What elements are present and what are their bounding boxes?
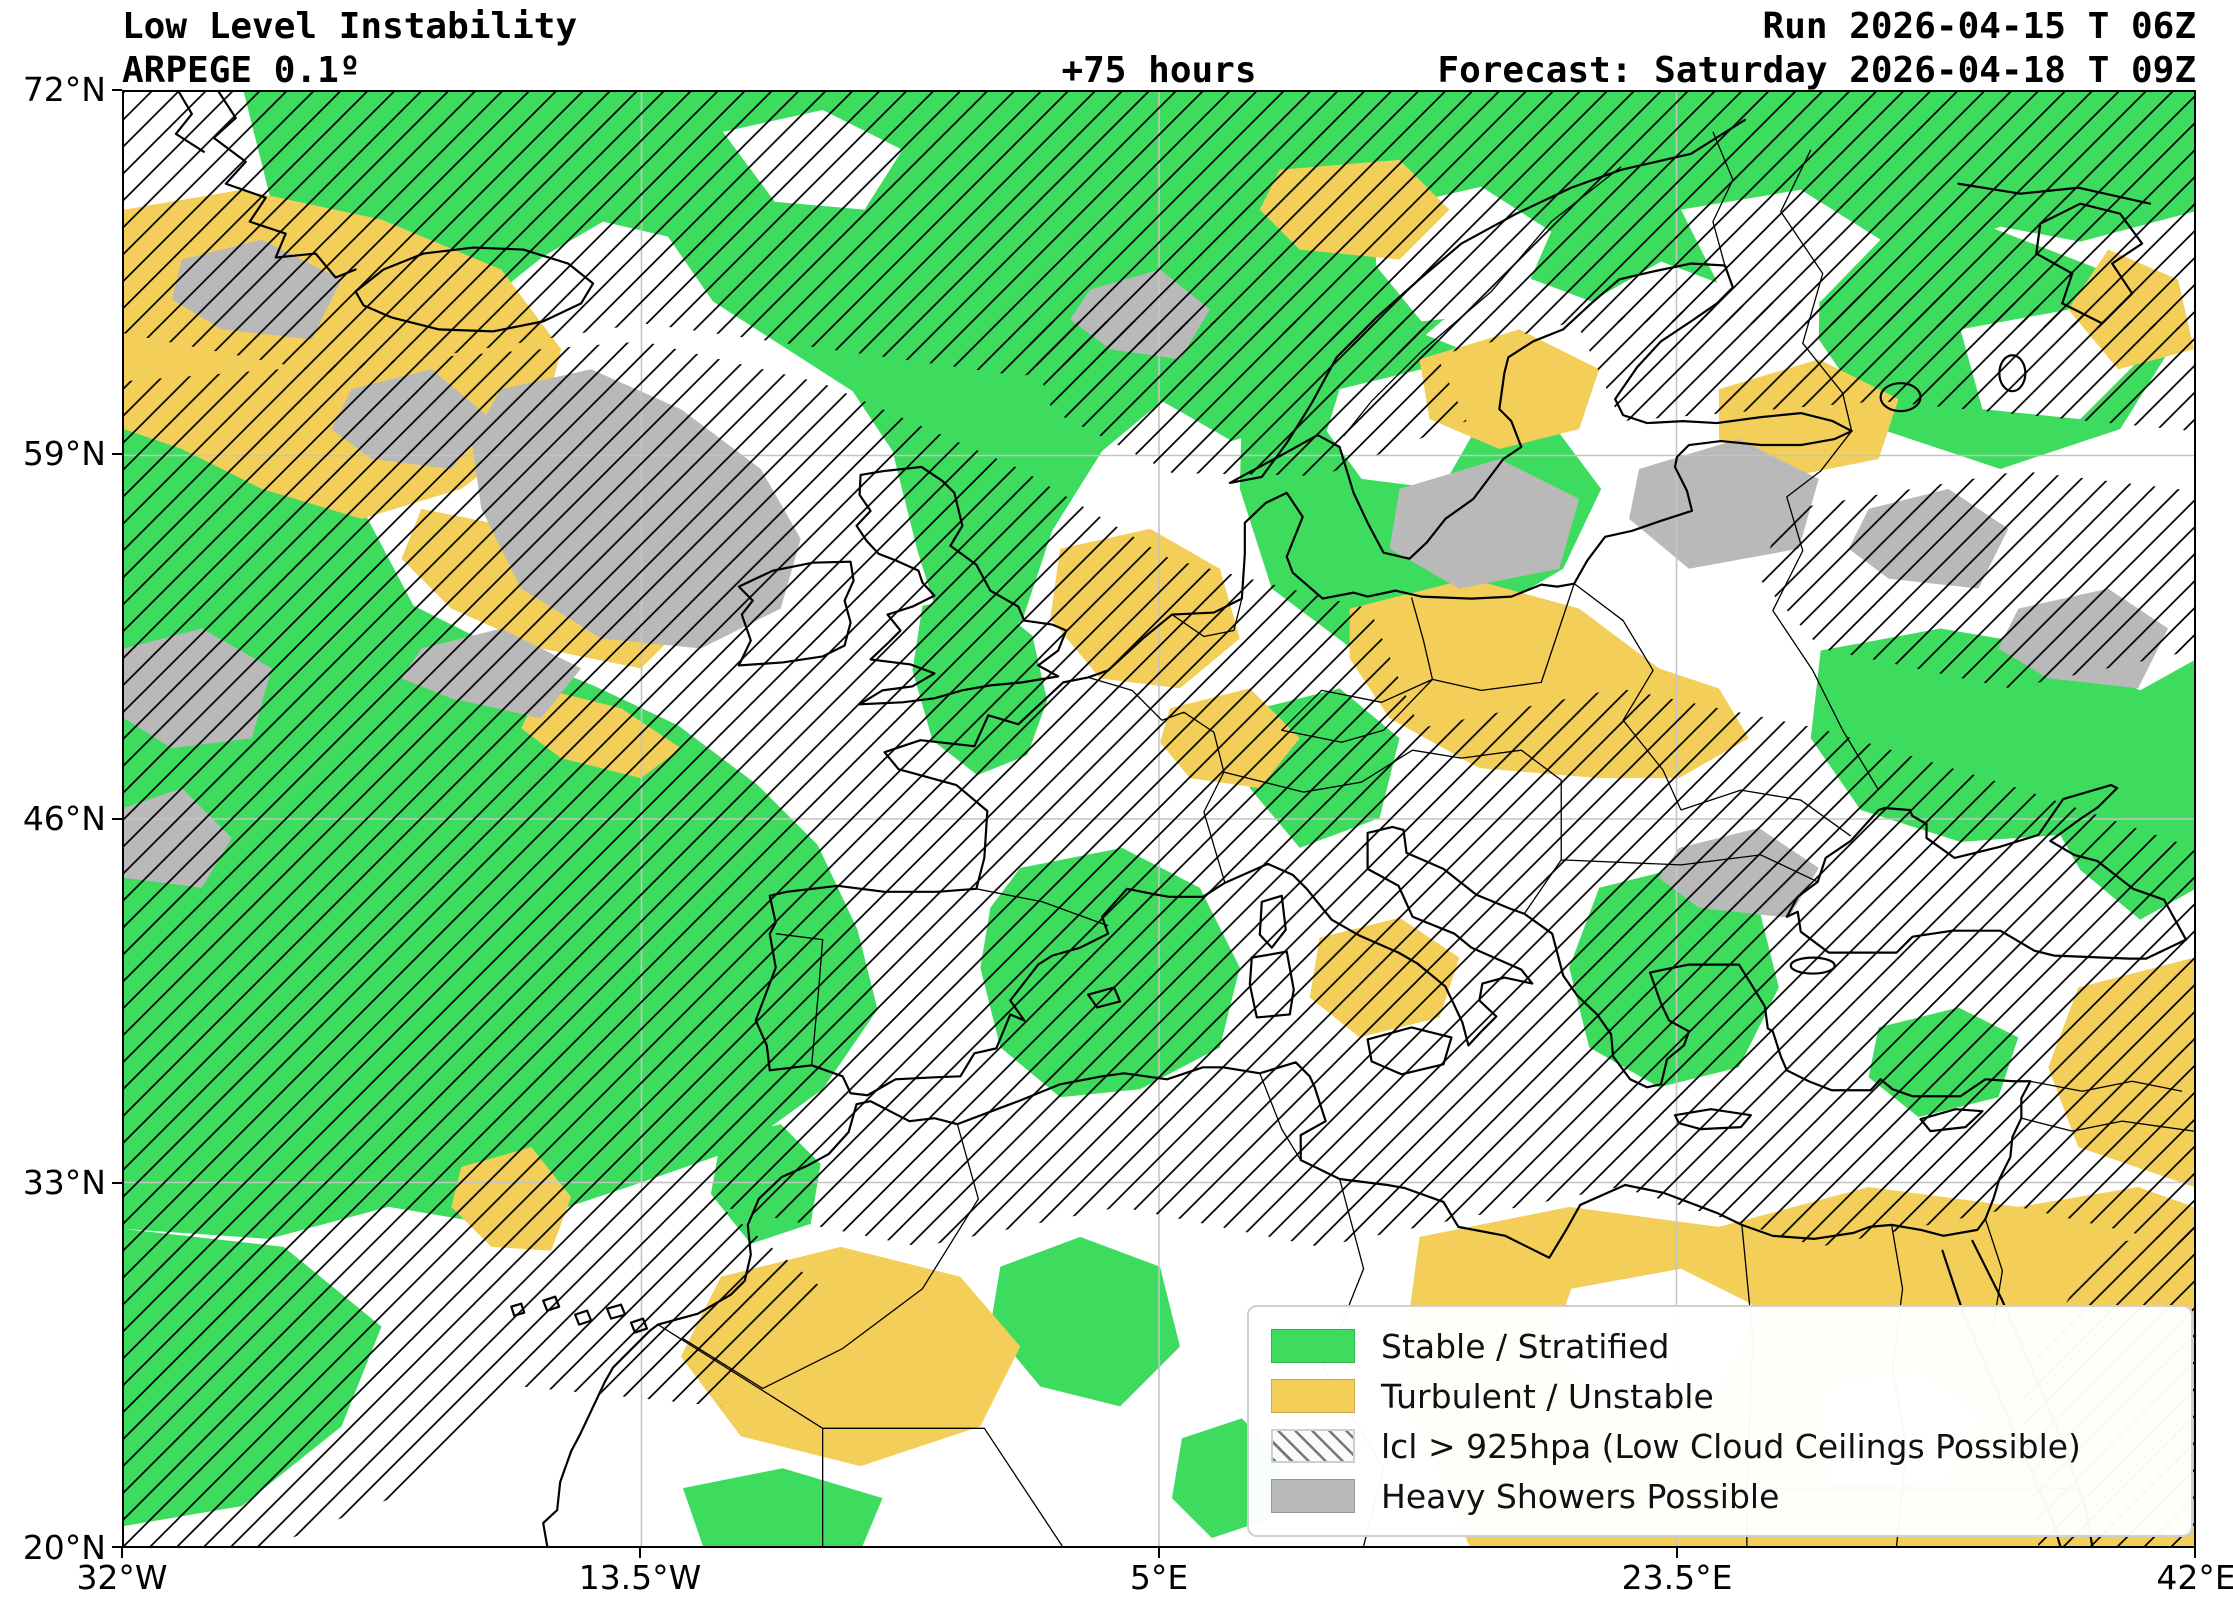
axis-tick xyxy=(112,1546,122,1548)
axis-tick xyxy=(112,453,122,455)
axis-tick xyxy=(121,1548,123,1558)
x-tick-label: 42°E xyxy=(2156,1558,2233,1597)
legend-label: Stable / Stratified xyxy=(1381,1326,1670,1366)
turbulent-swatch xyxy=(1271,1379,1355,1413)
x-tick-label: 32°W xyxy=(76,1558,168,1597)
y-tick-label: 20°N xyxy=(22,1528,106,1567)
x-tick-label: 23.5°E xyxy=(1621,1558,1733,1597)
lead-time-label: +75 hours xyxy=(1061,50,1257,91)
model-label: ARPEGE 0.1º xyxy=(122,50,361,91)
map-svg xyxy=(124,92,2194,1546)
axis-tick xyxy=(639,1548,641,1558)
axis-tick xyxy=(112,89,122,91)
legend-item-low-cloud: lcl > 925hpa (Low Cloud Ceilings Possibl… xyxy=(1271,1422,2169,1470)
y-tick-label: 46°N xyxy=(22,799,106,838)
y-tick-label: 72°N xyxy=(22,70,106,109)
coastlines xyxy=(174,92,2188,1546)
y-tick-label: 33°N xyxy=(22,1163,106,1202)
map-legend: Stable / Stratified Turbulent / Unstable… xyxy=(1247,1305,2193,1537)
heavy-showers-swatch xyxy=(1271,1479,1355,1513)
y-tick-label: 59°N xyxy=(22,434,106,473)
stable-swatch xyxy=(1271,1329,1355,1363)
x-tick-label: 5°E xyxy=(1129,1558,1189,1597)
forecast-map: Stable / Stratified Turbulent / Unstable… xyxy=(122,90,2196,1548)
axis-tick xyxy=(112,1182,122,1184)
legend-label: lcl > 925hpa (Low Cloud Ceilings Possibl… xyxy=(1381,1426,2081,1466)
page-title: Low Level Instability xyxy=(122,6,578,47)
legend-item-turbulent: Turbulent / Unstable xyxy=(1271,1372,2169,1420)
x-tick-label: 13.5°W xyxy=(578,1558,702,1597)
legend-item-heavy-showers: Heavy Showers Possible xyxy=(1271,1472,2169,1520)
hatch-swatch xyxy=(1271,1429,1355,1463)
run-label: Run 2026-04-15 T 06Z xyxy=(1762,6,2196,47)
legend-item-stable: Stable / Stratified xyxy=(1271,1322,2169,1370)
axis-tick xyxy=(2194,1548,2196,1558)
axis-tick xyxy=(112,818,122,820)
axis-tick xyxy=(1158,1548,1160,1558)
axis-tick xyxy=(1676,1548,1678,1558)
forecast-label: Forecast: Saturday 2026-04-18 T 09Z xyxy=(1437,50,2196,91)
legend-label: Turbulent / Unstable xyxy=(1381,1376,1714,1416)
legend-label: Heavy Showers Possible xyxy=(1381,1476,1780,1516)
